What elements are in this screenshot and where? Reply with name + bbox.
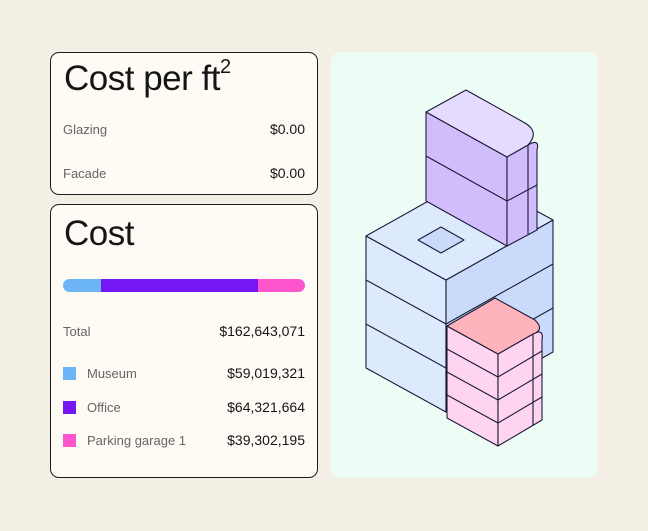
legend-row-parking-garage: Parking garage 1 $39,302,195	[63, 432, 305, 448]
cost-title: Cost	[64, 214, 134, 253]
building-model	[365, 89, 554, 447]
office-swatch	[63, 400, 76, 414]
cost-per-ft2-title-superscript: 2	[219, 56, 231, 78]
office-value: $64,321,664	[227, 399, 305, 415]
cost-per-ft2-card: Cost per ft2 Glazing $0.00 Facade $0.00	[50, 52, 318, 195]
museum-swatch	[63, 366, 76, 380]
museum-label: Museum	[87, 365, 137, 381]
legend-row-museum: Museum $59,019,321	[63, 365, 305, 381]
office-bar-segment	[101, 279, 258, 292]
building-3d-viewer[interactable]	[331, 52, 598, 478]
facade-value: $0.00	[269, 165, 305, 181]
glazing-value: $0.00	[269, 121, 305, 137]
office-tower	[425, 89, 539, 247]
cost-breakdown-bar	[63, 279, 305, 292]
total-value: $162,643,071	[219, 323, 305, 339]
cost-per-ft2-title: Cost per ft2	[64, 57, 231, 98]
parking-garage-label: Parking garage 1	[87, 432, 187, 448]
parking-garage-bar-segment	[257, 279, 305, 292]
facade-row: Facade $0.00	[63, 165, 305, 181]
museum-value: $59,019,321	[227, 365, 305, 381]
cost-per-ft2-title-text: Cost per ft	[64, 59, 220, 98]
office-label: Office	[87, 399, 121, 415]
museum-bar-segment	[63, 279, 102, 292]
legend-row-office: Office $64,321,664	[63, 399, 305, 415]
parking-garage-value: $39,302,195	[227, 432, 305, 448]
parking-garage-swatch	[63, 433, 76, 447]
glazing-row: Glazing $0.00	[63, 121, 305, 137]
total-row: Total $162,643,071	[63, 323, 305, 339]
total-label: Total	[63, 323, 91, 339]
parking-garage-block	[446, 297, 543, 447]
facade-label: Facade	[63, 165, 107, 181]
glazing-label: Glazing	[63, 121, 108, 137]
cost-card: Cost Total $162,643,071 Museum $59,019,3…	[50, 204, 318, 478]
